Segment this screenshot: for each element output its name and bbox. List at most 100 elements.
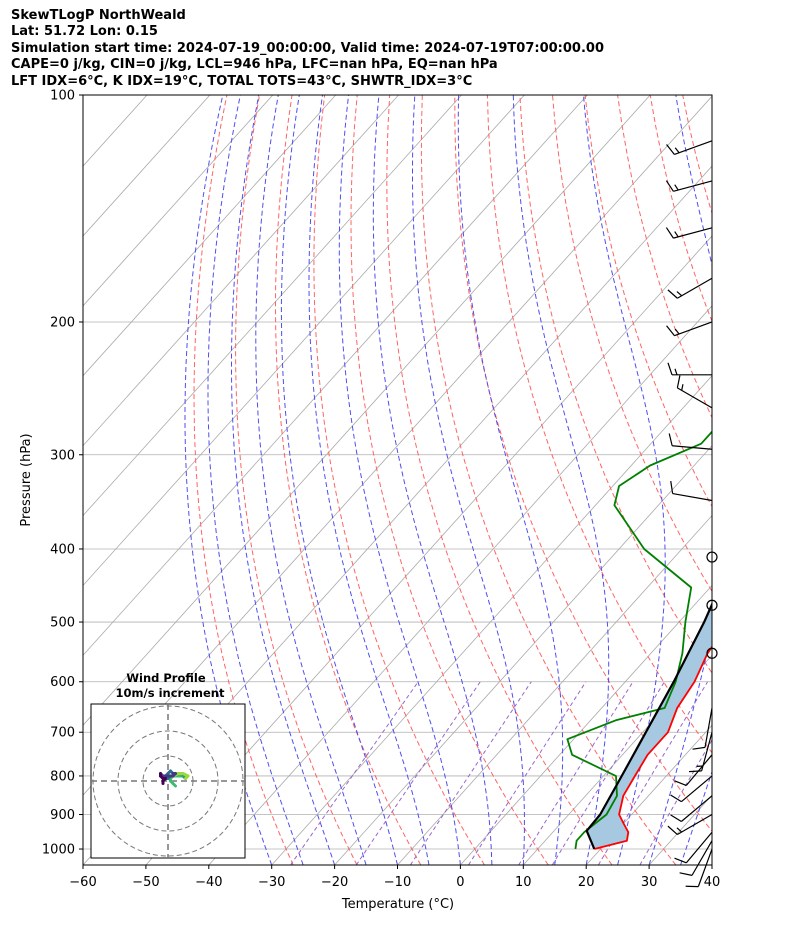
dry-adiabat-line [235,95,358,865]
dry-adiabat-line [715,95,794,865]
x-tick-label: −10 [384,875,411,890]
barb-shaft [697,848,713,887]
y-tick-label: 300 [50,448,75,463]
wind-barb [692,707,713,750]
y-axis-label: Pressure (hPa) [19,433,34,526]
isotherm-line [83,95,462,517]
location-line: Lat: 51.72 Lon: 0.15 [11,24,158,40]
y-tick-label: 200 [50,315,75,330]
hodograph-ring [117,730,219,832]
axes: −60 −50 −40 −30 −20 −10 0 10 20 30 40 100 200 300 400 5… [42,89,720,891]
barb-shaft [672,492,713,502]
x-tick-label: 0 [456,875,464,890]
isotherm-line [83,95,336,377]
wind-barb [668,433,713,450]
background-lines [83,95,794,865]
barb-shaft [677,387,713,409]
wind-barb [685,848,713,888]
dry-adiabat-line [552,95,712,593]
isotherm-line [585,724,712,865]
y-tick-label: 600 [50,675,75,690]
cin-shaded-area [586,604,712,849]
wind-barb [674,754,713,787]
wind-barb [688,732,713,773]
isotherm-line [83,95,651,726]
x-tick-label: −40 [195,875,222,890]
wind-barb [670,775,713,803]
barb-shaft [691,840,713,876]
barb-full-flag [666,325,675,337]
y-tick-label: 100 [50,89,75,104]
barb-half-flag [676,827,683,833]
isotherm-line [145,235,712,865]
wind-barb [679,840,713,876]
wind-barbs [665,140,718,888]
mixing-ratio-line [551,681,665,865]
barb-half-flag [674,328,680,335]
mixing-ratio-line [355,681,481,865]
barb-shaft [680,795,713,822]
isotherm-line [83,95,588,656]
isotherm-line [397,514,712,865]
y-tick-label: 1000 [42,843,75,858]
isotherm-line [523,654,712,865]
wind-barb [670,480,713,502]
mixing-ratio-line [290,681,419,865]
barb-full-flag [665,180,674,192]
time-line: Simulation start time: 2024-07-19_00:00:… [11,40,604,56]
moist-adiabat-line [184,95,273,865]
x-tick-label: 40 [704,875,721,890]
indices-line-2: LFT IDX=6°C, K IDX=19°C, TOTAL TOTS=43°C… [11,73,473,89]
hodograph-title: Wind Profile [126,671,206,685]
wind-barb [665,180,713,192]
barb-full-flag [670,480,674,494]
profile-lines [566,430,712,850]
barb-full-flag [668,433,673,446]
hodograph-inset: Wind Profile 10m/s increment [90,671,246,859]
dry-adiabat-line [748,95,794,865]
barb-full-flag [674,780,687,787]
moist-adiabat-line [512,95,610,865]
barb-shaft [701,732,713,772]
mixing-ratio-line [639,739,712,865]
barb-full-flag [674,857,687,864]
y-tick-label: 400 [50,542,75,557]
barb-full-flag [676,375,681,389]
wind-barb [667,814,713,836]
barb-full-flag [667,289,678,299]
mixing-ratio-line [409,681,532,865]
barb-shaft [674,140,713,156]
dry-adiabat-line [420,95,677,865]
isotherm-line [83,95,211,237]
wind-barb [666,321,713,337]
moist-adiabat-line [583,95,666,865]
barb-full-flag [679,872,693,876]
barb-half-flag [674,231,679,238]
barb-half-flag [674,184,679,191]
moist-adiabat-line [457,95,564,865]
barb-shaft [680,775,713,803]
barb-shaft [672,445,713,450]
dry-adiabat-line [313,95,485,865]
barb-shaft [704,707,713,748]
isotherm-line [208,305,712,865]
barb-shaft [673,227,713,239]
wind-barb [666,140,713,156]
barb-shaft [677,277,713,299]
barb-shaft [673,180,713,192]
dry-adiabat-line [350,95,549,865]
chart-header: SkewTLogP NorthWeald Lat: 51.72 Lon: 0.1… [11,8,604,90]
x-tick-label: 20 [578,875,595,890]
chart-title: SkewTLogP NorthWeald [11,8,186,23]
dry-adiabat-line [454,95,712,832]
barb-full-flag [665,227,674,239]
y-tick-label: 700 [50,726,75,741]
indices-line-1: CAPE=0 j/kg, CIN=0 j/kg, LCL=946 hPa, LF… [11,57,498,73]
barb-full-flag [667,362,673,375]
x-tick-label: −20 [321,875,348,890]
isotherm-line [83,95,274,307]
moist-adiabat-line [680,770,712,865]
barb-full-flag [688,770,702,773]
isotherm-line [648,794,712,865]
isotherm-line [711,864,712,865]
